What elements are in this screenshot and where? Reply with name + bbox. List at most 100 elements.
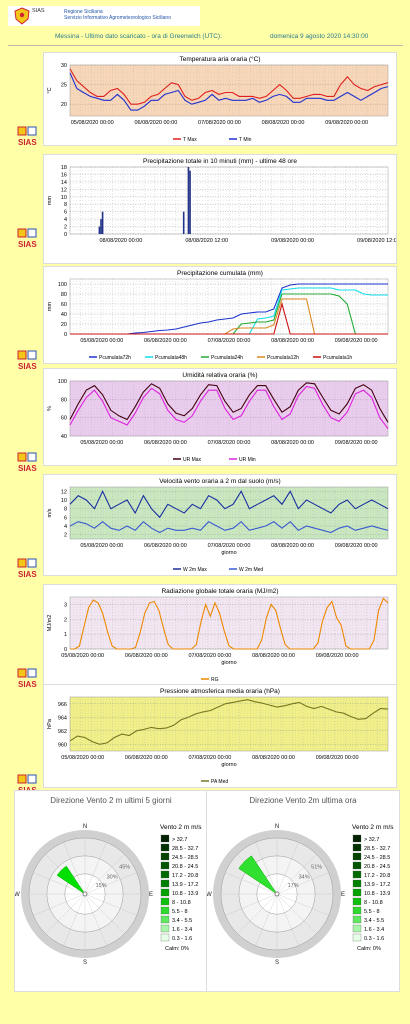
- chart-rain10: Precipitazione totale in 10 minuti (mm) …: [43, 154, 397, 264]
- logo-seal-right: [27, 228, 37, 238]
- logo-seal-left: [17, 452, 27, 462]
- y-tick-label: 4: [64, 217, 67, 223]
- org-text: Regione Siciliana Servizio Informativo A…: [64, 9, 171, 21]
- series-line: [69, 68, 389, 105]
- legend-label: > 32.7: [172, 837, 187, 843]
- y-axis-label: mm: [47, 196, 53, 206]
- rose-spoke: [84, 854, 125, 895]
- x-tick-label: 07/08/2020 00:00: [189, 755, 232, 761]
- chart-wind-speed: Velocità vento oraria a 2 m dal suolo (m…: [43, 474, 397, 576]
- legend-label: 10.8 - 13.9: [364, 891, 390, 897]
- legend-title: Vento 2 m m/s: [160, 824, 202, 831]
- legend-label: 3.4 - 5.5: [172, 918, 192, 924]
- y-axis-label: m/s: [47, 508, 53, 517]
- sias-logo-icon: SIAS: [17, 668, 37, 689]
- logo-seal-left: [17, 228, 27, 238]
- rose-spoke: [45, 893, 86, 934]
- chart-radiation: Radiazione globale totale oraria (MJ/m2)…: [43, 584, 397, 686]
- x-tick-label: 07/08/2020 00:00: [198, 120, 241, 126]
- y-tick-label: 16: [61, 172, 67, 178]
- logo-seal-right: [27, 452, 37, 462]
- y-tick-label: 0: [64, 647, 67, 653]
- y-tick-label: 12: [61, 187, 67, 193]
- compass-label: E: [149, 892, 153, 898]
- chart-title: Precipitazione cumulata (mm): [177, 270, 263, 277]
- compass-label: S: [275, 960, 279, 966]
- bar: [187, 167, 190, 234]
- chart-title: Temperatura aria oraria (°C): [180, 55, 261, 63]
- compass-label: N: [83, 824, 87, 830]
- legend-label: 1.6 - 3.4: [364, 927, 384, 933]
- brand-name: SIAS: [32, 8, 45, 14]
- x-tick-label: 09/08/2020 00:00: [271, 238, 314, 244]
- y-tick-label: 3: [64, 602, 67, 608]
- x-tick-label: 05/08/2020 00:00: [71, 120, 114, 126]
- station-label: Messina - Ultimo dato scaricato - ora di…: [55, 33, 222, 40]
- legend-swatch: [160, 852, 170, 861]
- x-axis-label: giorno: [221, 550, 236, 556]
- ring-label: 30%: [107, 875, 118, 881]
- legend-label: 5.5 - 8: [364, 909, 380, 915]
- legend-label: W 2m Med: [239, 567, 263, 573]
- y-tick-label: 14: [61, 180, 67, 186]
- x-tick-label: 09/08/2020 00:00: [316, 755, 359, 761]
- header-banner: SIAS Regione Siciliana Servizio Informat…: [8, 6, 200, 26]
- x-axis-label: giorno: [221, 762, 236, 768]
- y-tick-label: 40: [61, 312, 67, 318]
- logo-seal-right: [27, 350, 37, 360]
- legend-label: 20.8 - 24.5: [172, 864, 198, 870]
- x-tick-label: 06/08/2020 00:00: [134, 120, 177, 126]
- y-tick-label: 25: [61, 83, 67, 89]
- legend-swatch: [160, 879, 170, 888]
- x-axis-label: giorno: [221, 660, 236, 666]
- rose-spoke: [276, 893, 329, 916]
- legend-label: Pcumulata72h: [99, 355, 131, 361]
- logo-text: SIAS: [18, 240, 37, 249]
- rose-spoke: [84, 893, 107, 946]
- x-tick-label: 05/08/2020 00:00: [80, 338, 123, 344]
- logo-seal-right: [27, 668, 37, 678]
- y-tick-label: 18: [61, 165, 67, 171]
- bar: [189, 170, 191, 234]
- rose-spoke: [84, 872, 137, 895]
- x-tick-label: 06/08/2020 00:00: [125, 653, 168, 659]
- legend-label: W 2m Max: [183, 567, 207, 573]
- rose-petal: [56, 865, 86, 895]
- chart-temperature: Temperatura aria oraria (°C) 20 25 30 °C 05/0…: [43, 52, 397, 146]
- legend-label: UR Min: [239, 457, 256, 463]
- trinacria-seal-icon: [14, 7, 30, 25]
- rose-spoke: [237, 893, 278, 934]
- legend-swatch: [352, 915, 362, 924]
- legend-label: Pcumulata1h: [323, 355, 352, 361]
- sias-logo-icon: SIAS: [17, 228, 37, 249]
- x-tick-label: 05/08/2020 00:00: [61, 755, 104, 761]
- y-tick-label: 2: [64, 225, 67, 231]
- legend-label: 28.5 - 32.7: [172, 846, 198, 852]
- legend-swatch: [160, 870, 170, 879]
- compass-label: W: [207, 892, 212, 898]
- x-tick-label: 08/08/2020 00:00: [271, 543, 314, 549]
- rose-title: Direzione Vento 2m ultima ora: [249, 796, 357, 805]
- y-tick-label: 10: [61, 195, 67, 201]
- x-tick-label: 05/08/2020 00:00: [80, 543, 123, 549]
- rose-spoke: [276, 893, 317, 934]
- bar: [101, 211, 104, 234]
- legend-swatch: [160, 861, 170, 870]
- x-tick-label: 09/08/2020 00:00: [335, 338, 378, 344]
- rose-spoke: [33, 872, 86, 895]
- y-tick-label: 30: [61, 63, 67, 69]
- logo-seal-right: [27, 774, 37, 784]
- legend-swatch: [352, 906, 362, 915]
- legend-swatch: [352, 888, 362, 897]
- legend-label: PA Med: [211, 779, 228, 785]
- y-axis-label: °C: [47, 87, 53, 93]
- bar: [100, 219, 102, 234]
- y-tick-label: 962: [58, 729, 67, 735]
- y-tick-label: 6: [64, 210, 67, 216]
- bar: [182, 211, 185, 234]
- logo-text: SIAS: [18, 138, 37, 147]
- logo-seal-left: [17, 668, 27, 678]
- rose-spoke: [255, 893, 278, 946]
- legend-label: 24.5 - 28.5: [364, 855, 390, 861]
- legend-label: 0.3 - 1.6: [172, 936, 192, 942]
